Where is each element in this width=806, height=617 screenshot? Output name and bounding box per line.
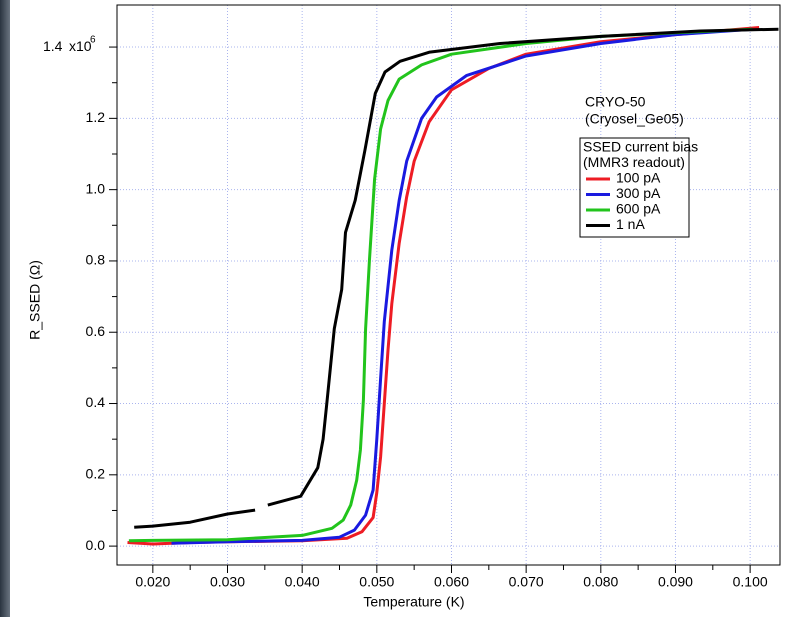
y-scale-exponent: 6 [90, 35, 96, 46]
y-tick-label: 0.6 [86, 323, 106, 339]
series-line [128, 27, 753, 543]
legend-box [579, 137, 690, 238]
annotation: (Cryosel_Ge05) [585, 111, 684, 127]
y-tick-label: 1.4 [43, 38, 63, 54]
y-tick-label: 0.4 [86, 394, 106, 410]
x-axis-label: Temperature (K) [363, 594, 464, 610]
legend-title: (MMR3 readout) [583, 154, 685, 170]
x-tick-label: 0.020 [135, 574, 170, 590]
y-tick-label: 0.2 [86, 466, 106, 482]
legend-label: 100 pA [616, 170, 661, 186]
y-tick-label: 1.0 [86, 180, 106, 196]
x-tick-label: 0.030 [210, 574, 245, 590]
x-tick-label: 0.080 [583, 574, 618, 590]
y-tick-label: 1.2 [86, 109, 106, 125]
y-scale: x10 [69, 38, 92, 54]
x-tick-label: 0.090 [658, 574, 693, 590]
legend-label: 300 pA [616, 185, 661, 201]
x-tick-label: 0.060 [434, 574, 469, 590]
x-tick-label: 0.100 [733, 574, 768, 590]
x-tick-label: 0.050 [359, 574, 394, 590]
legend-label: 1 nA [616, 216, 645, 232]
x-tick-label: 0.070 [509, 574, 544, 590]
y-tick-label: 0.8 [86, 252, 106, 268]
background-strip [0, 0, 10, 617]
x-tick-label: 0.040 [285, 574, 320, 590]
annotation: CRYO-50 [585, 94, 646, 110]
series-line [134, 27, 779, 529]
y-axis-label: R_SSED (Ω) [27, 260, 43, 340]
y-tick-label: 0.0 [86, 537, 106, 553]
plot-frame [116, 4, 781, 566]
legend-title: SSED current bias [583, 139, 698, 155]
legend-label: 600 pA [616, 201, 661, 217]
series-line [127, 26, 760, 546]
series-line [171, 27, 753, 545]
